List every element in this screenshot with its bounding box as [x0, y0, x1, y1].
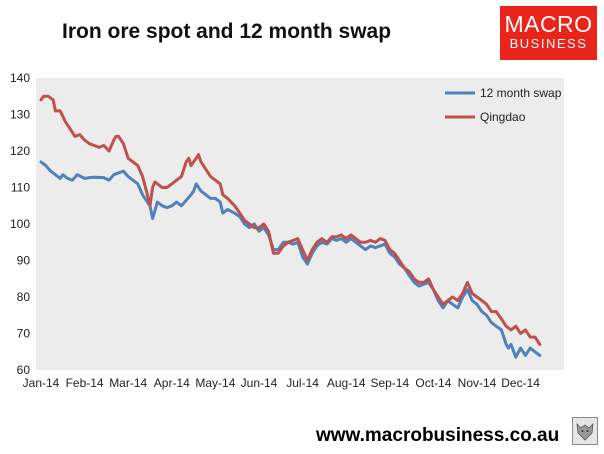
y-tick-label: 110: [11, 181, 30, 195]
chart-title: Iron ore spot and 12 month swap: [62, 20, 392, 43]
y-tick-label: 80: [17, 290, 31, 304]
legend-label: 12 month swap: [480, 86, 562, 100]
x-tick-label: Mar-14: [109, 376, 147, 390]
y-tick-label: 100: [10, 217, 30, 231]
y-tick-label: 60: [17, 363, 31, 377]
x-tick-label: Apr-14: [154, 376, 190, 390]
series-line-swap: [39, 160, 542, 359]
x-tick-label: Sep-14: [370, 376, 409, 390]
x-tick-label: Nov-14: [458, 376, 497, 390]
y-tick-label: 140: [10, 71, 30, 85]
x-tick-label: Aug-14: [327, 376, 366, 390]
x-tick-label: Jun-14: [241, 376, 278, 390]
series-line-qingdao: [39, 94, 542, 346]
y-tick-label: 90: [17, 254, 31, 268]
x-tick-label: Oct-14: [415, 376, 451, 390]
y-axis: 60 70 80 90 100 110 120 130 140: [10, 71, 30, 377]
y-tick-label: 130: [10, 108, 30, 122]
x-tick-label: Jan-14: [23, 376, 60, 390]
logo-line-1: MACRO: [504, 11, 593, 37]
wolf-icon: [572, 417, 598, 445]
logo-line-2: BUSINESS: [509, 36, 588, 51]
macro-business-logo: MACRO BUSINESS: [500, 6, 597, 60]
series-lines: [39, 94, 542, 359]
x-tick-label: Dec-14: [501, 376, 540, 390]
y-tick-label: 120: [10, 144, 30, 158]
x-tick-label: Jul-14: [286, 376, 319, 390]
x-tick-label: Feb-14: [66, 376, 104, 390]
legend-label: Qingdao: [480, 110, 526, 124]
x-axis: Jan-14 Feb-14 Mar-14 Apr-14 May-14 Jun-14 Jul-…: [23, 376, 541, 390]
plot-area: [36, 78, 564, 370]
legend: 12 month swap Qingdao: [445, 86, 562, 124]
y-tick-label: 70: [17, 327, 31, 341]
website-url: www.macrobusiness.co.au: [316, 425, 560, 446]
x-tick-label: May-14: [195, 376, 235, 390]
